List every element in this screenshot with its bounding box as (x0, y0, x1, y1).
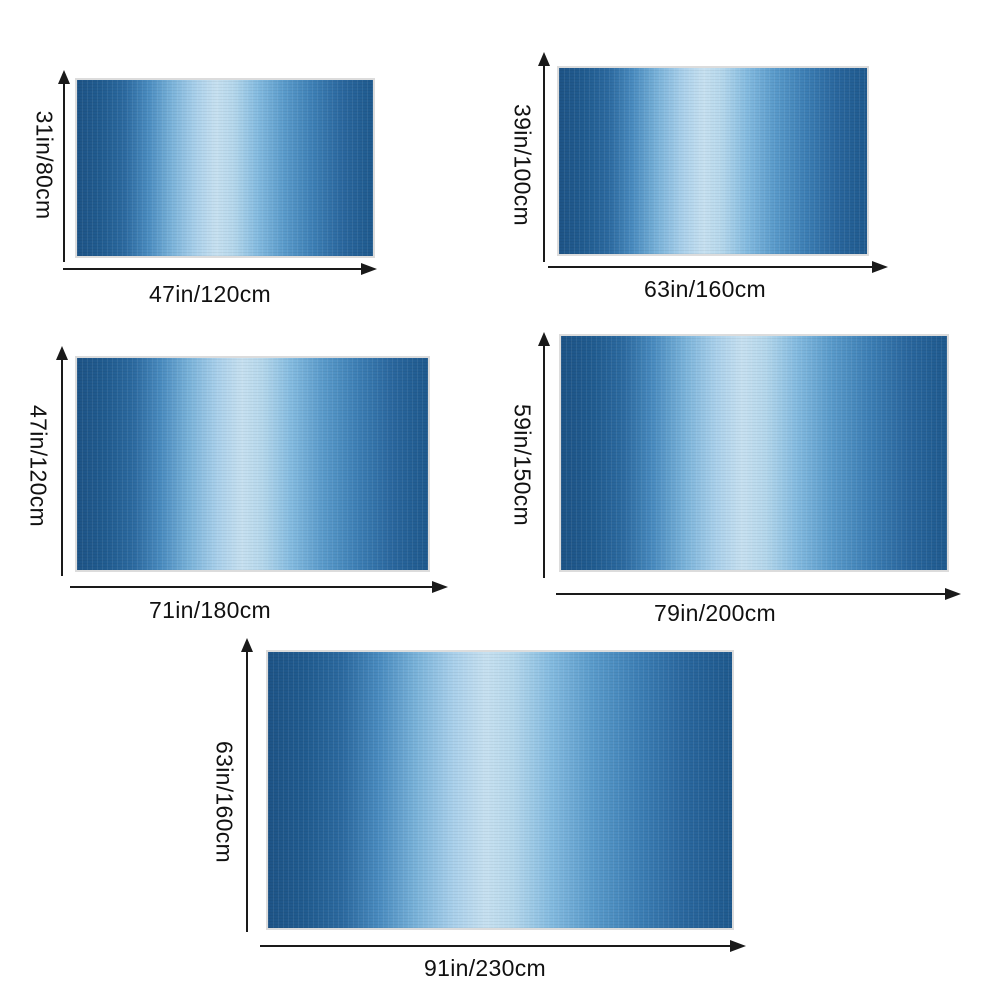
height-arrow-5 (241, 638, 253, 932)
rug-image-5 (266, 650, 734, 930)
width-arrow-3 (70, 581, 448, 593)
width-label-4: 79in/200cm (654, 600, 776, 626)
rug-image-2 (557, 66, 869, 256)
width-label-3: 71in/180cm (149, 597, 271, 623)
height-arrow-2 (538, 52, 550, 262)
height-label-1: 31in/80cm (31, 110, 58, 220)
width-label-1: 47in/120cm (149, 281, 271, 307)
rug-image-3 (75, 356, 430, 572)
width-arrow-1 (63, 263, 377, 275)
rug-image-1 (75, 78, 375, 258)
height-arrow-4 (538, 332, 550, 578)
rug-image-4 (559, 334, 949, 572)
width-arrow-2 (548, 261, 888, 273)
height-arrow-3 (56, 346, 68, 576)
width-label-2: 63in/160cm (644, 276, 766, 302)
width-label-5: 91in/230cm (424, 955, 546, 981)
height-label-2: 39in/100cm (509, 104, 536, 226)
width-arrow-4 (556, 588, 961, 600)
height-arrow-1 (58, 70, 70, 262)
width-arrow-5 (260, 940, 746, 952)
height-label-4: 59in/150cm (509, 404, 536, 526)
height-label-5: 63in/160cm (211, 741, 238, 863)
height-label-3: 47in/120cm (25, 405, 52, 527)
